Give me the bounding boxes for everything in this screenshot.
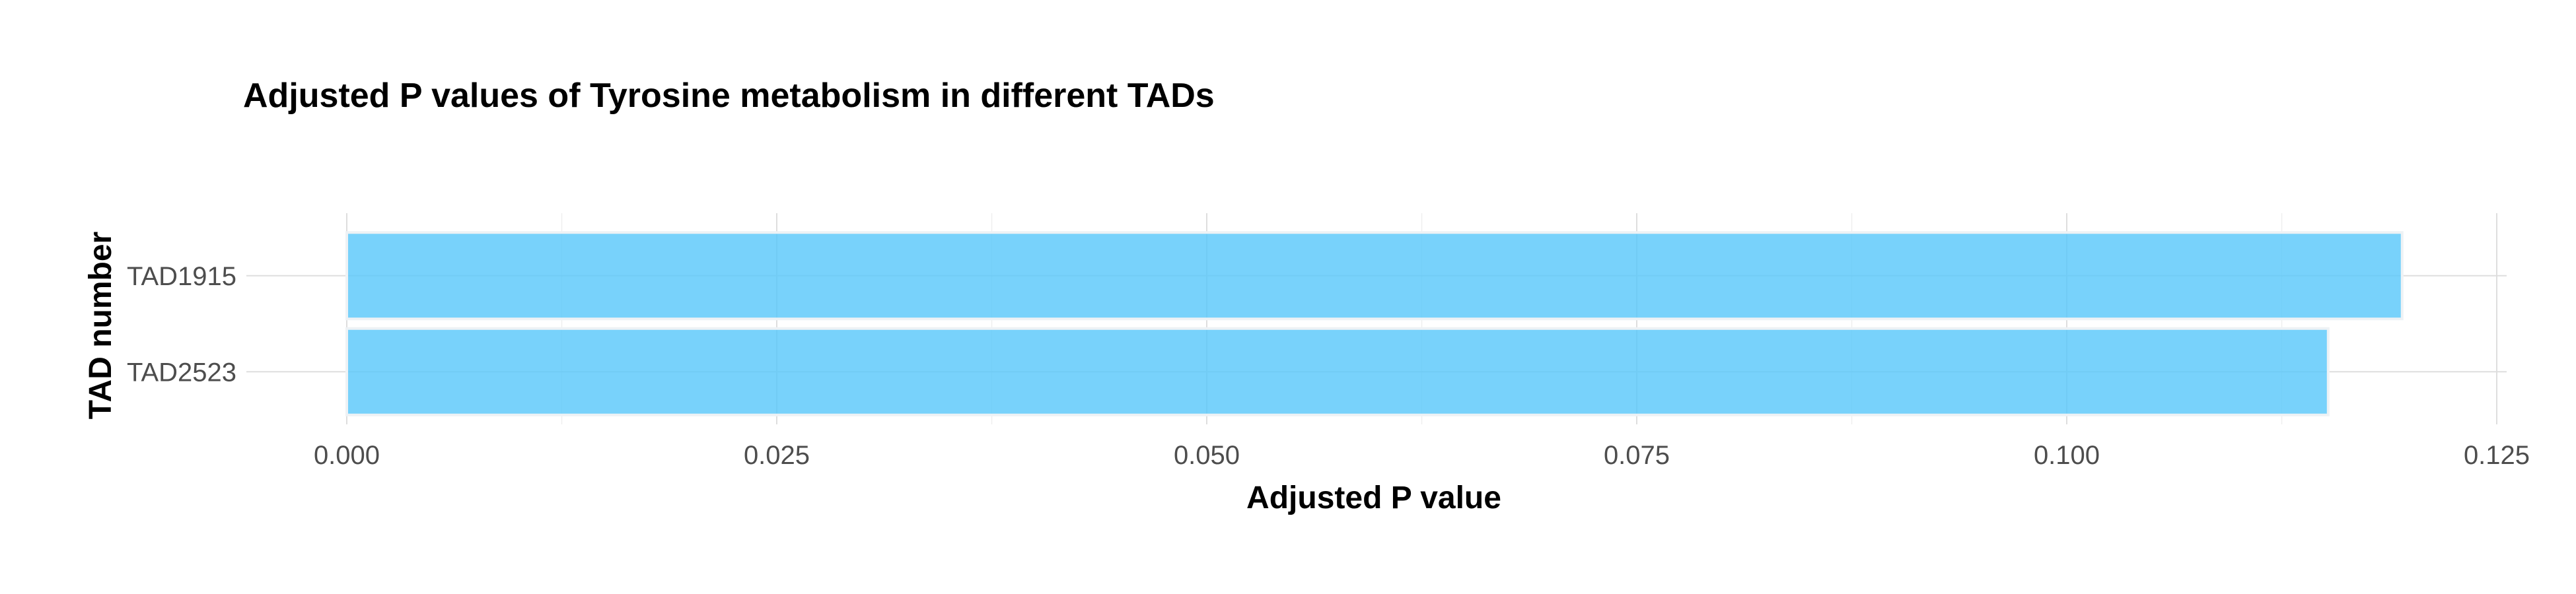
x-tick-label: 0.100 xyxy=(2034,441,2100,470)
y-tick-label: TAD1915 xyxy=(127,262,236,291)
bar-tad1915 xyxy=(345,231,2404,321)
x-tick-label: 0.025 xyxy=(744,441,810,470)
x-tick-label: 0.075 xyxy=(1604,441,1670,470)
y-axis-title: TAD number xyxy=(83,232,118,419)
chart-title: Adjusted P values of Tyrosine metabolism… xyxy=(243,77,1215,115)
x-tick-label: 0.125 xyxy=(2464,441,2530,470)
x-tick-label: 0.050 xyxy=(1174,441,1240,470)
x-axis-title: Adjusted P value xyxy=(1246,480,1501,515)
bars xyxy=(345,231,2404,416)
y-axis-tick-labels: TAD1915 TAD2523 xyxy=(127,262,236,387)
bar-tad2523 xyxy=(345,327,2330,416)
y-tick-label: TAD2523 xyxy=(127,358,236,387)
x-axis-tick-labels: 0.000 0.025 0.050 0.075 0.100 0.125 xyxy=(314,441,2530,470)
x-tick-label: 0.000 xyxy=(314,441,380,470)
